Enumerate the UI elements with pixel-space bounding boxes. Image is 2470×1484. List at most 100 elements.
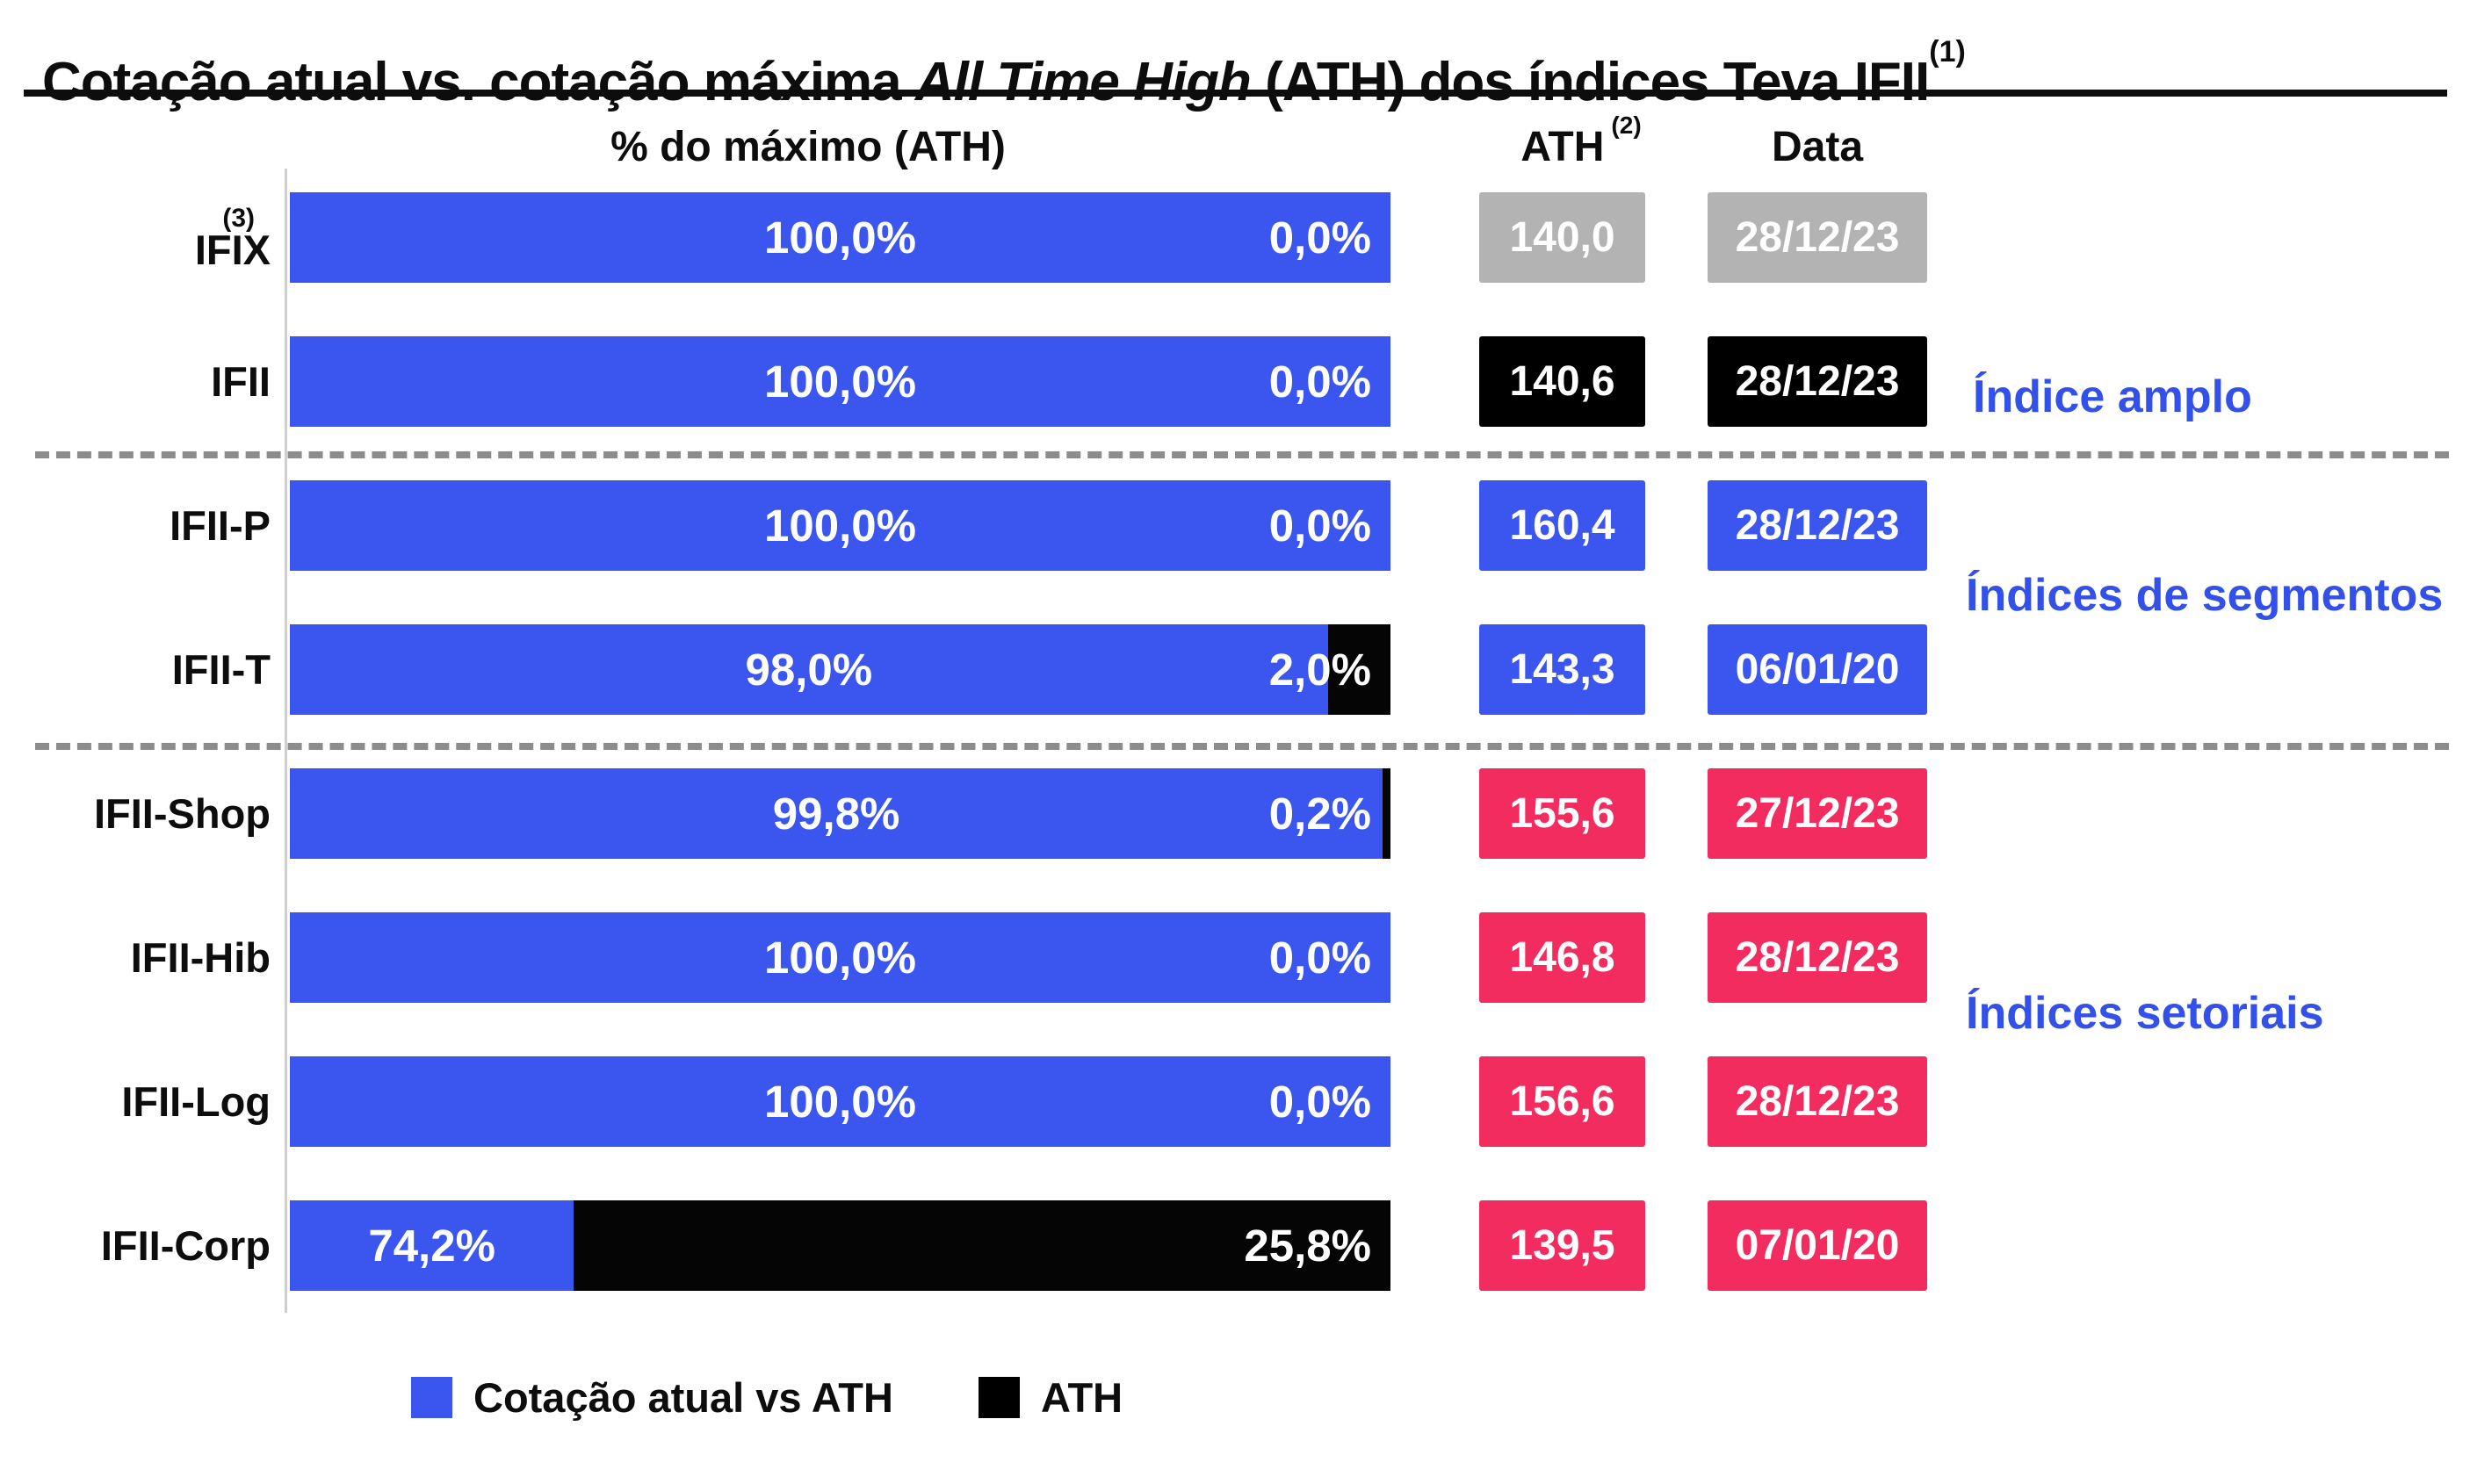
gap-pct-label: 0,0% [1268, 213, 1371, 263]
group-label-indice-amplo: Índice amplo [1973, 371, 2252, 422]
bar-segment-current: 100,0% [290, 192, 1390, 283]
bar-segment-ath-gap [574, 1200, 1390, 1291]
group-separator-dashed [35, 743, 2449, 750]
row-label-text: IFII-Shop [93, 790, 271, 838]
title-text-tail: (ATH) dos índices Teva IFII [1250, 51, 1930, 112]
legend-label: ATH [1041, 1373, 1123, 1421]
title-underline [24, 90, 2447, 97]
row-ifii-shop: IFII-Shop 99,8% 0,2% 155,6 27/12/23 [0, 742, 2470, 886]
ath-value-badge: 146,8 [1479, 912, 1645, 1003]
ath-date-badge: 06/01/20 [1708, 624, 1927, 715]
current-pct-label: 100,0% [764, 357, 916, 407]
group-label-indices-setoriais: Índices setoriais [1966, 988, 2324, 1039]
ath-date-badge: 28/12/23 [1708, 1056, 1927, 1147]
bar-segment-current: 98,0% [290, 624, 1328, 715]
row-ifii: IFII 100,0% 0,0% 140,6 28/12/23 [0, 310, 2470, 454]
row-label: (3) IFIX [0, 166, 271, 310]
column-header-date: Data [1771, 124, 1864, 170]
ath-value-badge: 140,0 [1479, 192, 1645, 283]
current-pct-label: 100,0% [764, 501, 916, 551]
title-footnote-marker: (1) [1929, 34, 1966, 68]
gap-pct-label: 25,8% [1244, 1221, 1371, 1271]
gap-pct-label: 0,0% [1268, 357, 1371, 407]
legend-item-ath: ATH [979, 1371, 1123, 1423]
legend: Cotação atual vs ATH ATH [0, 1371, 2470, 1423]
legend-swatch-black-icon [979, 1376, 1020, 1418]
stacked-bar: 100,0% 0,0% [290, 336, 1390, 427]
stacked-bar: 74,2% 25,8% [290, 1200, 1390, 1291]
stacked-bar: 100,0% 0,0% [290, 192, 1390, 283]
row-label: IFII-Hib [0, 886, 271, 1030]
bar-segment-current: 100,0% [290, 912, 1390, 1003]
current-pct-label: 100,0% [764, 1077, 916, 1127]
row-label-text: IFII [211, 358, 271, 406]
y-axis-line [285, 169, 287, 1313]
group-separator-dashed [35, 451, 2449, 458]
ath-value-badge: 143,3 [1479, 624, 1645, 715]
ath-value-badge: 156,6 [1479, 1056, 1645, 1147]
row-label-text: IFII-P [170, 502, 271, 550]
stacked-bar: 100,0% 0,0% [290, 1056, 1390, 1147]
ath-value-badge: 160,4 [1479, 480, 1645, 571]
bar-segment-current: 99,8% [290, 768, 1383, 859]
current-pct-label: 99,8% [772, 789, 900, 839]
current-pct-label: 98,0% [745, 645, 873, 695]
bar-segment-current: 100,0% [290, 480, 1390, 571]
row-ifii-t: IFII-T 98,0% 2,0% 143,3 06/01/20 [0, 598, 2470, 742]
ath-footnote-marker: (2) [1611, 112, 1642, 139]
row-label: IFII-Corp [0, 1174, 271, 1318]
chart-rows: (3) IFIX 100,0% 0,0% 140,0 28/12/23 IFII … [0, 166, 2470, 1318]
ath-date-badge: 28/12/23 [1708, 480, 1927, 571]
row-label: IFII [0, 310, 271, 454]
current-pct-label: 100,0% [764, 213, 916, 263]
row-label: IFII-T [0, 598, 271, 742]
column-header-ath: ATH (2) [1484, 112, 1678, 171]
ath-date-badge: 28/12/23 [1708, 192, 1927, 283]
row-label-text: IFII-Corp [100, 1222, 271, 1270]
stacked-bar: 98,0% 2,0% [290, 624, 1390, 715]
bar-segment-current: 100,0% [290, 336, 1390, 427]
legend-swatch-blue-icon [411, 1376, 452, 1418]
stacked-bar: 100,0% 0,0% [290, 912, 1390, 1003]
row-label-text: IFIX [194, 227, 271, 274]
group-label-indices-segmentos: Índices de segmentos [1966, 570, 2444, 621]
row-label-text: IFII-Hib [130, 934, 271, 982]
row-footnote-marker: (3) [222, 203, 255, 233]
ath-date-badge: 28/12/23 [1708, 336, 1927, 427]
title-italic-text: All Time High [914, 51, 1252, 112]
gap-pct-label: 0,0% [1268, 933, 1371, 983]
gap-pct-label: 0,0% [1268, 501, 1371, 551]
ath-value-badge: 155,6 [1479, 768, 1645, 859]
ath-value-badge: 140,6 [1479, 336, 1645, 427]
row-ifii-p: IFII-P 100,0% 0,0% 160,4 28/12/23 [0, 454, 2470, 598]
row-ifix: (3) IFIX 100,0% 0,0% 140,0 28/12/23 [0, 166, 2470, 310]
row-label: IFII-Log [0, 1030, 271, 1174]
row-label: IFII-Shop [0, 742, 271, 886]
gap-pct-label: 0,2% [1268, 789, 1371, 839]
row-label-text: IFII-Log [121, 1078, 271, 1126]
title-text: Cotação atual vs. cotação máxima [42, 51, 915, 112]
ath-date-badge: 27/12/23 [1708, 768, 1927, 859]
current-pct-label: 100,0% [764, 933, 916, 983]
row-ifii-corp: IFII-Corp 74,2% 25,8% 139,5 07/01/20 [0, 1174, 2470, 1318]
current-pct-label: 74,2% [368, 1221, 495, 1271]
ath-date-badge: 07/01/20 [1708, 1200, 1927, 1291]
row-label-text: IFII-T [171, 646, 271, 694]
legend-item-current: Cotação atual vs ATH [411, 1371, 893, 1423]
gap-pct-label: 0,0% [1268, 1077, 1371, 1127]
bar-segment-current: 74,2% [290, 1200, 574, 1291]
legend-label: Cotação atual vs ATH [473, 1373, 893, 1421]
ath-header-text: ATH [1520, 124, 1605, 170]
stacked-bar: 99,8% 0,2% [290, 768, 1390, 859]
row-ifii-log: IFII-Log 100,0% 0,0% 156,6 28/12/23 [0, 1030, 2470, 1174]
bar-segment-ath-gap [1383, 768, 1390, 859]
bar-segment-ath-gap [1327, 624, 1390, 715]
ath-date-badge: 28/12/23 [1708, 912, 1927, 1003]
row-ifii-hib: IFII-Hib 100,0% 0,0% 146,8 28/12/23 [0, 886, 2470, 1030]
row-label: IFII-P [0, 454, 271, 598]
stacked-bar: 100,0% 0,0% [290, 480, 1390, 571]
column-header-pct: % do máximo (ATH) [610, 124, 1006, 170]
page-title: Cotação atual vs. cotação máxima All Tim… [42, 35, 1966, 113]
ath-value-badge: 139,5 [1479, 1200, 1645, 1291]
